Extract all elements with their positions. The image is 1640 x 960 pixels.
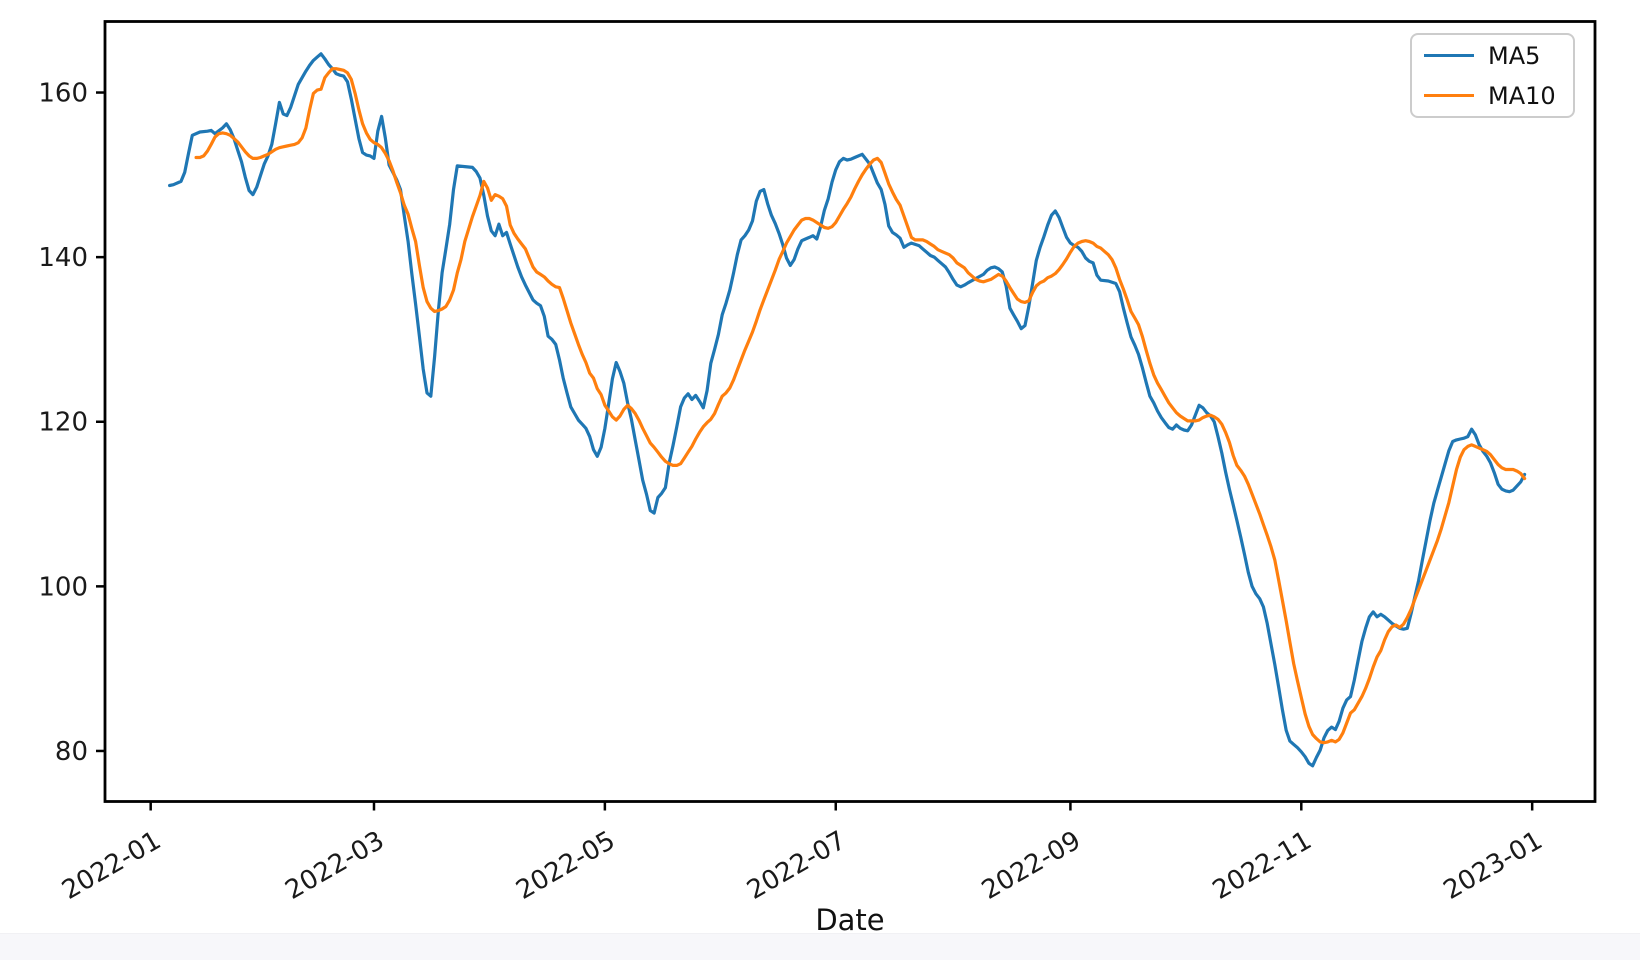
x-tick-label: 2022-05 [511,826,620,906]
y-tick-label: 80 [55,737,88,767]
y-tick-label: 120 [38,408,88,438]
series-line-ma10 [194,67,1527,745]
legend-entry-ma5[interactable]: MA5 [1424,41,1561,71]
series-line-ma5 [168,52,1527,768]
x-tick-label: 2022-09 [977,826,1086,906]
y-tick-label: 160 [38,79,88,109]
ma5-line-swatch [1424,54,1474,57]
x-axis-title: Date [815,903,885,937]
plot-spines [103,20,1597,803]
y-tick-label: 140 [38,243,88,273]
window-bottom-edge [0,933,1640,960]
x-tick-label: 2022-03 [280,826,389,906]
x-tick-label: 2023-01 [1439,826,1548,906]
y-tick-label: 100 [38,572,88,602]
ma10-line-swatch [1424,94,1474,97]
legend-entry-ma10[interactable]: MA10 [1424,81,1561,111]
x-tick-label: 2022-11 [1208,826,1317,906]
x-tick-label: 2022-07 [742,826,851,906]
legend-box[interactable]: MA5 MA10 [1410,33,1575,118]
legend-label-ma5: MA5 [1488,41,1541,70]
legend-label-ma10: MA10 [1488,81,1556,110]
x-tick-label: 2022-01 [57,826,166,906]
